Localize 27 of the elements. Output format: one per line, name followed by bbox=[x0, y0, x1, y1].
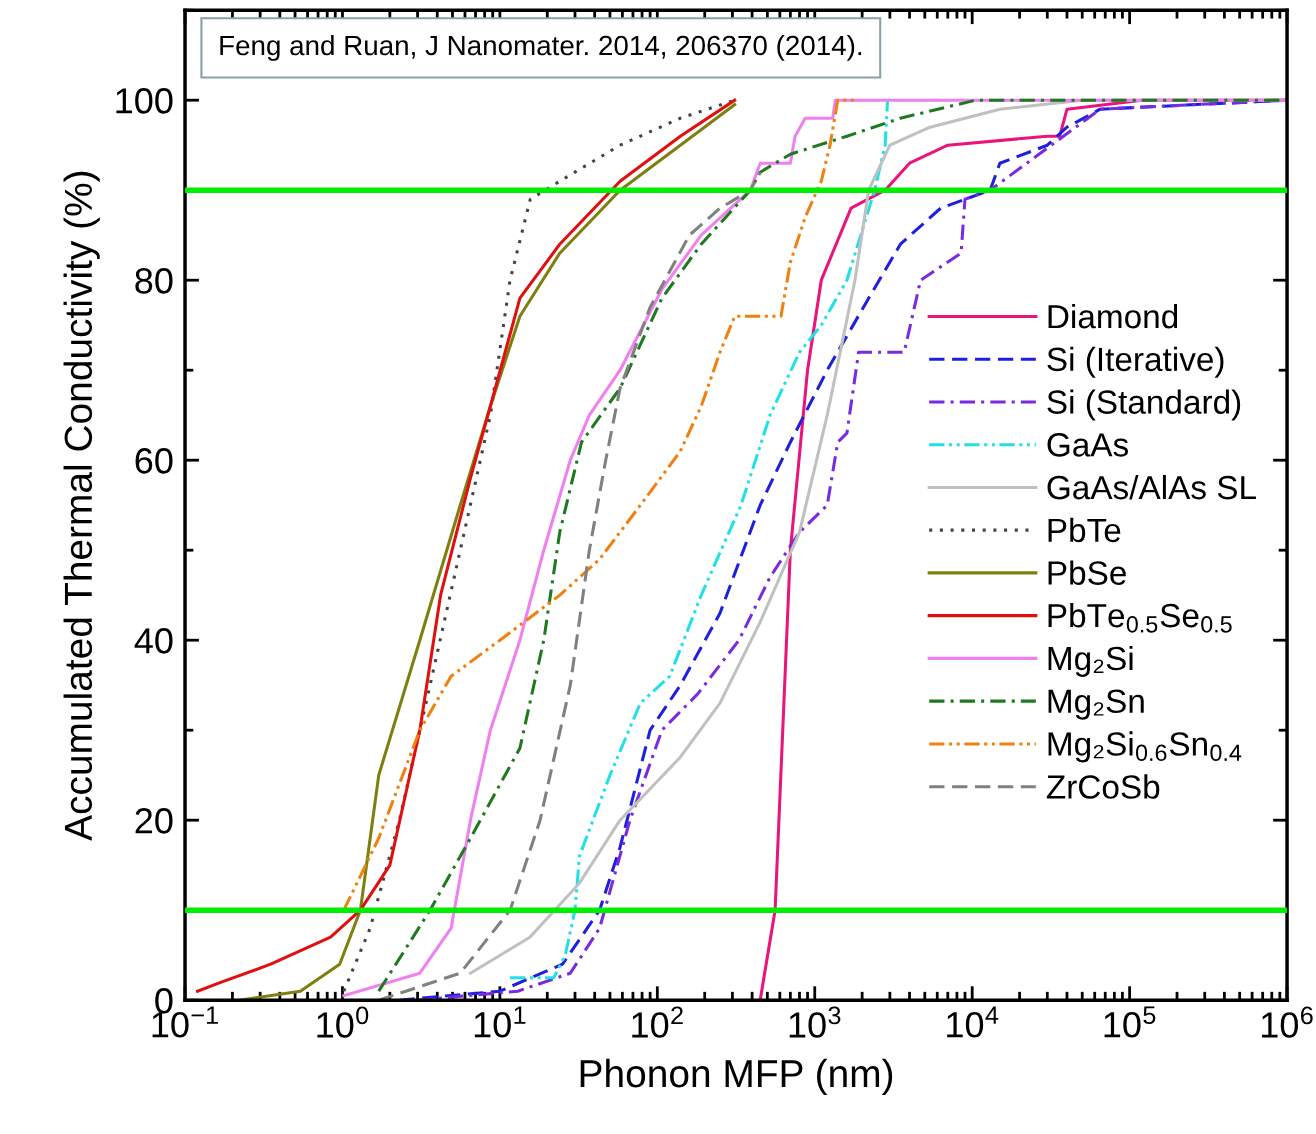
x-axis-title: Phonon MFP (nm) bbox=[580, 1058, 893, 1096]
legend-label: Mg₂Sn bbox=[1048, 689, 1144, 720]
x-tick-label: 10$^{1}$ bbox=[474, 1006, 526, 1038]
y-tick-label: 100 bbox=[116, 88, 173, 114]
legend-label: ZrCoSb bbox=[1046, 774, 1160, 799]
legend-label: PbTe bbox=[1048, 517, 1121, 543]
legend-label: Mg₂Si$_{0.6}$Sn$_{0.4}$ bbox=[1048, 731, 1242, 763]
y-tick-label: 80 bbox=[135, 268, 173, 294]
x-tick-label: 10$^{2}$ bbox=[632, 1006, 683, 1038]
legend-label: Si (Iterative) bbox=[1047, 346, 1224, 378]
y-tick-label: 40 bbox=[134, 628, 173, 654]
x-tick-label: 10$^{4}$ bbox=[947, 1006, 999, 1038]
y-axis-title: Accumulated Thermal Conductivity (%) bbox=[63, 171, 100, 841]
legend-label: PbSe bbox=[1048, 560, 1126, 585]
annotation: Feng and Ruan, J Nanomater. 2014, 206370 (2014). bbox=[220, 34, 862, 61]
y-tick-label: 20 bbox=[135, 808, 173, 834]
legend-label: PbTe$_{0.5}$Se$_{0.5}$ bbox=[1048, 602, 1232, 633]
legend-label: Diamond bbox=[1048, 303, 1178, 329]
x-tick-label: 10$^{6}$ bbox=[1262, 1006, 1313, 1038]
legend-label: GaAs/AlAs SL bbox=[1047, 474, 1256, 500]
y-tick-label: 60 bbox=[135, 448, 173, 474]
legend-label: GaAs bbox=[1047, 433, 1129, 457]
legend-label: Mg₂Si bbox=[1048, 645, 1133, 677]
x-tick-label: 10$^{3}$ bbox=[789, 1006, 841, 1038]
x-tick-label: 10$^{5}$ bbox=[1104, 1006, 1156, 1038]
legend-label: Si (Standard) bbox=[1047, 389, 1241, 421]
x-tick-label: 10$^{0}$ bbox=[317, 1006, 369, 1038]
